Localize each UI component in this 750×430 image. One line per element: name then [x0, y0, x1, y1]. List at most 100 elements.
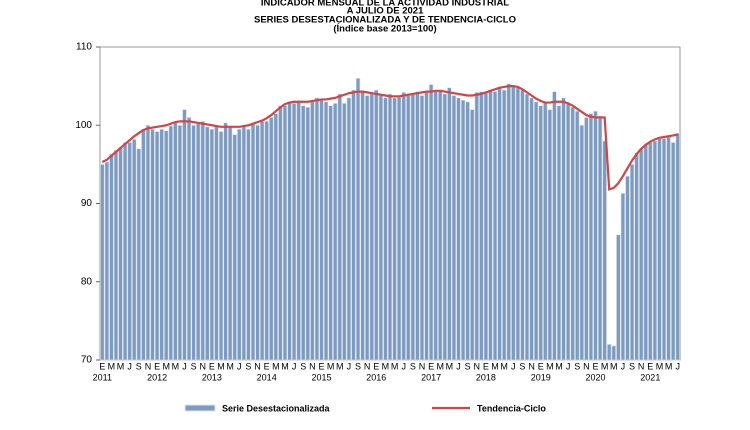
bar	[666, 136, 671, 361]
bar	[232, 134, 237, 361]
bar	[556, 105, 562, 361]
year-label: 2021	[640, 372, 660, 382]
bar	[483, 92, 489, 361]
bar	[593, 110, 598, 361]
bar	[223, 122, 228, 361]
year-label: 2019	[531, 372, 551, 382]
x-tick-label: S	[629, 361, 635, 371]
bar	[109, 153, 114, 361]
bar	[451, 95, 457, 361]
x-tick-label: S	[355, 361, 361, 371]
bar	[643, 144, 648, 361]
x-tick-label: N	[145, 361, 152, 371]
bar	[606, 344, 612, 361]
x-tick-label: M	[382, 361, 390, 371]
x-tick-label: N	[638, 361, 645, 371]
bar	[319, 99, 324, 361]
bar	[629, 164, 635, 361]
x-tick-label: M	[281, 361, 289, 371]
bar	[118, 146, 123, 361]
year-label: 2016	[366, 372, 386, 382]
y-tick-label: 80	[81, 276, 93, 287]
x-tick-label: S	[191, 361, 197, 371]
bar	[529, 97, 534, 361]
x-tick-label: M	[108, 361, 116, 371]
year-label: 2020	[585, 372, 605, 382]
bar	[278, 105, 283, 361]
bar	[588, 113, 594, 361]
x-tick-label: M	[610, 361, 618, 371]
bar	[214, 124, 219, 361]
bar	[360, 91, 365, 361]
bar	[241, 126, 247, 361]
bar	[255, 124, 260, 361]
x-tick-label: E	[373, 361, 379, 371]
x-tick-label: N	[200, 361, 207, 371]
x-tick-label: M	[446, 361, 454, 371]
bar	[442, 93, 448, 361]
year-label: 2011	[93, 372, 112, 382]
bar	[661, 138, 667, 361]
bar	[383, 97, 388, 361]
year-label: 2017	[421, 372, 441, 382]
bar	[378, 95, 384, 361]
x-tick-label: J	[127, 361, 132, 371]
year-label: 2014	[257, 372, 277, 382]
y-tick-label: 90	[81, 198, 93, 209]
x-tick-label: J	[566, 361, 571, 371]
bar	[323, 101, 329, 361]
bar	[191, 124, 196, 361]
x-tick-label: M	[601, 361, 609, 371]
bar	[186, 117, 192, 361]
bar	[374, 89, 379, 361]
x-tick-label: S	[519, 361, 525, 371]
y-tick-label: 110	[76, 42, 92, 53]
bar	[570, 106, 575, 361]
x-tick-label: S	[574, 361, 580, 371]
bar	[164, 130, 169, 361]
x-tick-label: J	[621, 361, 626, 371]
bar	[675, 132, 680, 361]
bar	[474, 92, 479, 361]
x-tick-label: S	[245, 361, 251, 371]
bar	[342, 103, 347, 361]
bar	[506, 83, 511, 361]
bar	[415, 91, 420, 361]
bar	[438, 89, 443, 361]
x-tick-label: E	[428, 361, 434, 371]
x-tick-label: M	[336, 361, 344, 371]
bar	[136, 148, 142, 361]
bar	[332, 103, 338, 361]
x-tick-label: N	[364, 361, 371, 371]
x-tick-label: J	[237, 361, 242, 371]
bar	[250, 122, 256, 361]
y-tick-label: 100	[75, 120, 92, 131]
bar	[177, 124, 183, 361]
x-tick-label: J	[182, 361, 187, 371]
x-tick-label: S	[465, 361, 471, 371]
bar	[209, 128, 215, 361]
bar	[269, 117, 274, 361]
bar	[652, 140, 658, 361]
bar	[419, 95, 425, 361]
x-tick-label: M	[327, 361, 335, 371]
bar	[634, 152, 639, 361]
bar	[104, 161, 110, 361]
bar	[501, 89, 507, 361]
bar	[543, 101, 548, 361]
bar	[488, 89, 493, 361]
bar	[497, 87, 502, 361]
year-label: 2013	[202, 372, 222, 382]
bar	[424, 92, 429, 361]
bar	[602, 140, 607, 361]
bar	[132, 139, 137, 361]
bar	[328, 105, 333, 361]
bar	[638, 148, 644, 361]
x-tick-label: N	[419, 361, 426, 371]
bar	[141, 128, 146, 361]
bar	[401, 92, 406, 361]
bar	[314, 97, 320, 361]
bar	[355, 78, 361, 361]
bar	[173, 122, 178, 361]
